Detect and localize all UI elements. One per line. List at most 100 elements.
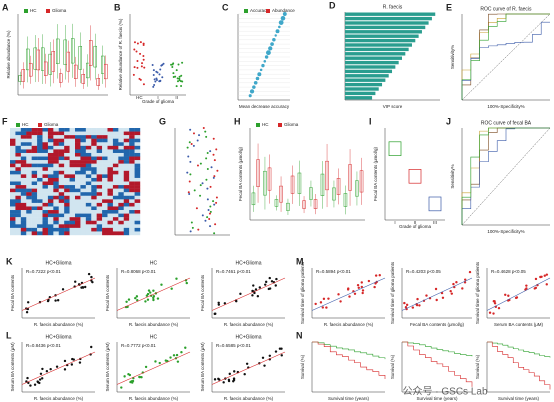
heat-cell (96, 195, 103, 200)
point (361, 291, 364, 295)
heat-cell (107, 135, 114, 139)
x-tick-label: I (394, 220, 395, 225)
heat-cell (96, 135, 103, 139)
heat-cell (53, 128, 59, 132)
heat-cell (107, 217, 114, 221)
point (151, 64, 154, 67)
heat-cell (64, 181, 70, 186)
heat-cell (20, 206, 27, 211)
heat-cell (96, 188, 103, 193)
heat-cell (85, 138, 92, 143)
heat-cell (91, 128, 97, 132)
point (204, 130, 207, 133)
heat-cell (42, 174, 49, 179)
heat-cell (42, 149, 49, 154)
heat-cell (10, 213, 16, 218)
heat-cell (134, 138, 141, 143)
heat-cell (42, 195, 49, 200)
legend-swatch (266, 9, 270, 13)
point (189, 173, 192, 176)
heat-cell (53, 138, 59, 143)
point (38, 378, 42, 381)
heat-cell (80, 231, 87, 236)
heat-cell (58, 217, 65, 221)
heat-cell (20, 202, 27, 207)
bar (345, 56, 402, 60)
point (261, 356, 265, 360)
point (61, 288, 65, 291)
point (275, 277, 278, 281)
heat-cell (26, 170, 32, 175)
heat-cell (96, 128, 103, 132)
survival-curve (312, 341, 386, 379)
heat-cell (47, 156, 54, 161)
heat-cell (107, 224, 114, 229)
heat-cell (26, 160, 32, 164)
heat-cell (58, 135, 65, 139)
point (468, 270, 472, 274)
heat-cell (91, 192, 97, 196)
legend-swatch (24, 9, 28, 13)
heat-cell (26, 138, 32, 143)
heat-cell (80, 145, 87, 150)
point (205, 157, 208, 160)
bar (345, 78, 386, 82)
heat-cell (10, 142, 16, 147)
heat-cell (15, 227, 22, 232)
heat-cell (112, 177, 119, 182)
bar (345, 65, 396, 69)
point (255, 76, 260, 81)
heat-cell (75, 149, 81, 154)
heat-cell (134, 199, 141, 204)
point (169, 356, 172, 359)
heat-cell (26, 227, 32, 232)
point (125, 300, 128, 303)
heat-cell (64, 160, 70, 164)
point (464, 278, 467, 281)
heat-cell (31, 163, 38, 168)
point (177, 63, 180, 66)
heat-cell (123, 199, 130, 204)
heat-cell (96, 185, 103, 189)
heat-cell (129, 210, 135, 214)
heat-cell (107, 174, 114, 179)
point (147, 289, 151, 292)
heat-cell (42, 170, 49, 175)
heat-cell (37, 142, 43, 147)
heat-cell (85, 195, 92, 200)
survival-curve (487, 341, 551, 358)
point (339, 300, 342, 303)
point (175, 69, 178, 72)
heat-cell (107, 202, 114, 207)
heat-cell (91, 135, 97, 139)
heat-cell (15, 170, 22, 175)
heat-cell (107, 185, 114, 189)
heat-cell (118, 188, 124, 193)
roc-curve (461, 21, 550, 100)
heat-cell (37, 206, 43, 211)
point (280, 354, 283, 357)
point (264, 55, 269, 59)
heat-cell (129, 163, 135, 168)
heat-cell (102, 199, 108, 204)
heat-cell (64, 185, 70, 189)
heat-cell (42, 167, 49, 171)
heat-cell (47, 142, 54, 147)
heat-cell (31, 195, 38, 200)
heat-cell (10, 167, 16, 171)
x-tick-label: III (433, 220, 437, 225)
heat-cell (118, 220, 124, 225)
heat-cell (42, 210, 49, 214)
heat-cell (129, 142, 135, 147)
box (428, 196, 442, 212)
heat-cell (102, 138, 108, 143)
heat-cell (134, 206, 141, 211)
heat-cell (69, 185, 76, 189)
point (196, 164, 199, 167)
heat-cell (42, 142, 49, 147)
point (70, 363, 74, 366)
point (263, 364, 266, 367)
heat-cell (91, 227, 97, 232)
heat-cell (15, 167, 22, 171)
x-label: 100%-Specificity% (487, 229, 524, 234)
